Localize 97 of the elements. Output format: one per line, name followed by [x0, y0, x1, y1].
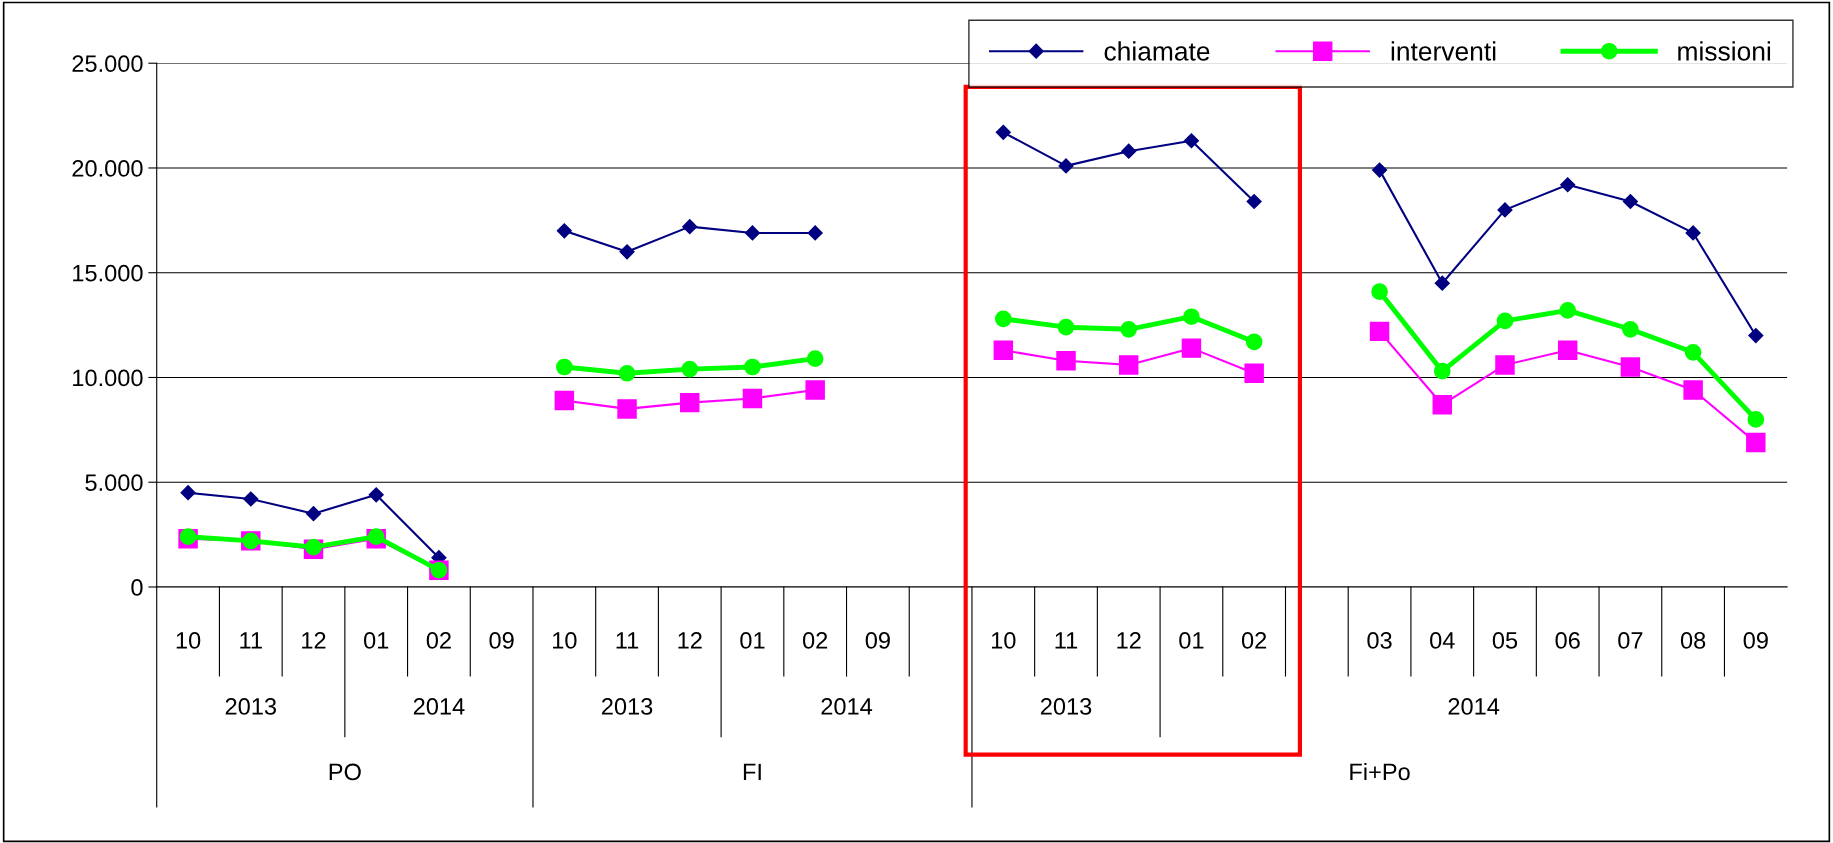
point [1120, 320, 1138, 338]
x-tick-label: 07 [1618, 632, 1643, 649]
x-tick-label: 04 [1430, 632, 1455, 649]
text: 2013 [1040, 698, 1092, 715]
x-tick-label: 11 [240, 632, 262, 649]
text: Fi+Po [1350, 762, 1410, 781]
point [1245, 333, 1263, 351]
point [806, 350, 824, 367]
x-tick-label: 01 [1179, 632, 1204, 649]
text: 2013 [225, 698, 277, 715]
point [1121, 143, 1137, 159]
x-tick-label: 12 [302, 632, 326, 649]
x-tick-label: 09 [865, 632, 890, 649]
x-tick-label: 10 [991, 632, 1016, 649]
point [742, 388, 763, 409]
point [1622, 193, 1638, 210]
x-tick-label: 12 [678, 632, 702, 649]
point [1685, 225, 1701, 241]
point [556, 358, 573, 376]
point [744, 225, 761, 241]
point [1684, 344, 1702, 361]
point [1559, 302, 1577, 319]
text: PO [329, 763, 361, 781]
legend-label: missioni [1678, 41, 1771, 61]
point [1371, 283, 1388, 300]
point [1118, 355, 1139, 375]
x-tick-label: 02 [1241, 632, 1267, 649]
x-tick-label: 08 [1680, 632, 1706, 649]
point [1244, 363, 1264, 384]
point [1622, 320, 1639, 338]
x-tick-label: 02 [426, 632, 451, 649]
point [1181, 338, 1202, 358]
x-tick-label: 05 [1492, 632, 1518, 649]
point [681, 360, 699, 378]
point [243, 491, 259, 507]
point [995, 124, 1011, 140]
point [1683, 380, 1703, 400]
point [1495, 355, 1515, 375]
point [805, 380, 825, 400]
text: 2013 [601, 698, 653, 715]
x-tick-label: 10 [176, 632, 201, 649]
x-tick-label: 10 [553, 632, 577, 649]
x-tick-label: 09 [1743, 632, 1768, 649]
y-tick-label: 5.000 [85, 474, 143, 492]
point [1246, 193, 1262, 210]
point [1434, 275, 1450, 291]
point [682, 219, 698, 235]
point [807, 225, 823, 241]
point [554, 390, 575, 411]
legend-label: interventi [1391, 41, 1496, 61]
x-tick-label: 01 [740, 632, 765, 649]
point [1746, 432, 1766, 453]
point [1557, 340, 1578, 360]
point [618, 364, 636, 382]
x-tick-label: 06 [1555, 632, 1580, 649]
y-tick-label: 10.000 [73, 369, 143, 387]
point [180, 485, 196, 501]
legend-label: chiamate [1104, 41, 1210, 61]
point [1432, 394, 1453, 415]
point [1183, 308, 1200, 326]
point [1371, 162, 1388, 178]
point [1433, 362, 1451, 380]
point [1560, 177, 1576, 193]
x-tick-label: 11 [1055, 632, 1078, 649]
x-tick-label: 11 [616, 632, 639, 649]
y-tick-label: 15.000 [73, 264, 143, 282]
text: 2014 [1448, 698, 1500, 715]
point [1369, 321, 1390, 342]
y-tick-label: 20.000 [72, 160, 143, 177]
text: 2014 [413, 698, 465, 715]
point [619, 244, 635, 260]
point [1056, 350, 1076, 371]
point [680, 392, 700, 413]
point [994, 310, 1012, 328]
point [305, 506, 322, 522]
point [1496, 312, 1514, 330]
point [1183, 133, 1200, 149]
text: FI [743, 763, 761, 781]
point [1497, 202, 1513, 218]
point [617, 399, 637, 419]
point [1620, 357, 1641, 377]
y-tick-label: 0 [131, 579, 143, 596]
point [744, 358, 761, 376]
point [1748, 328, 1764, 344]
x-tick-label: 09 [489, 632, 514, 649]
text: 2014 [821, 698, 873, 715]
y-tick-label: 25.000 [72, 55, 143, 73]
point [993, 340, 1014, 360]
x-tick-label: 03 [1367, 632, 1392, 649]
point [556, 223, 572, 239]
point [368, 487, 384, 503]
point [1058, 158, 1074, 174]
x-tick-label: 01 [364, 632, 389, 649]
point [1747, 411, 1765, 428]
point [1057, 318, 1075, 336]
x-tick-label: 12 [1117, 632, 1141, 649]
x-tick-label: 02 [802, 632, 828, 649]
